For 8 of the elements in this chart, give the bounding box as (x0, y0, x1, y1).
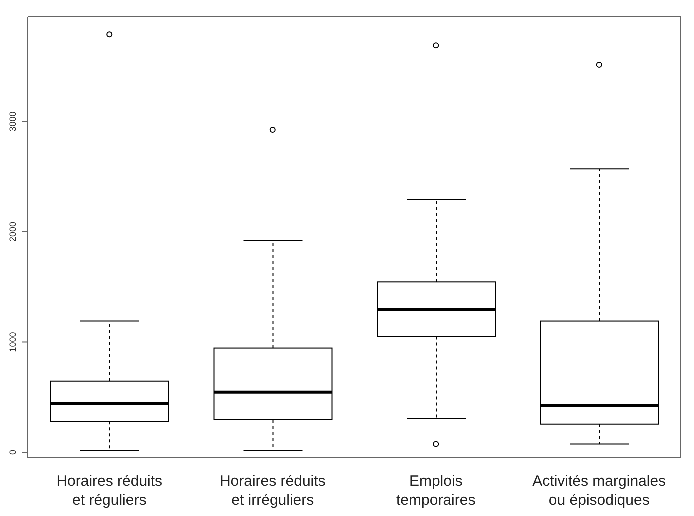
x-tick-label: Horaires réduits et irréguliers (220, 473, 326, 509)
x-tick-label: Activités marginales ou épisodiques (532, 473, 666, 509)
y-tick-label: 0 (8, 450, 18, 455)
x-tick-label: Emplois temporaires (396, 473, 476, 509)
x-tick-label: Horaires réduits et réguliers (56, 473, 163, 509)
y-tick-label: 1000 (8, 332, 18, 352)
y-tick-label: 2000 (8, 222, 18, 242)
y-tick-label: 3000 (8, 112, 18, 132)
